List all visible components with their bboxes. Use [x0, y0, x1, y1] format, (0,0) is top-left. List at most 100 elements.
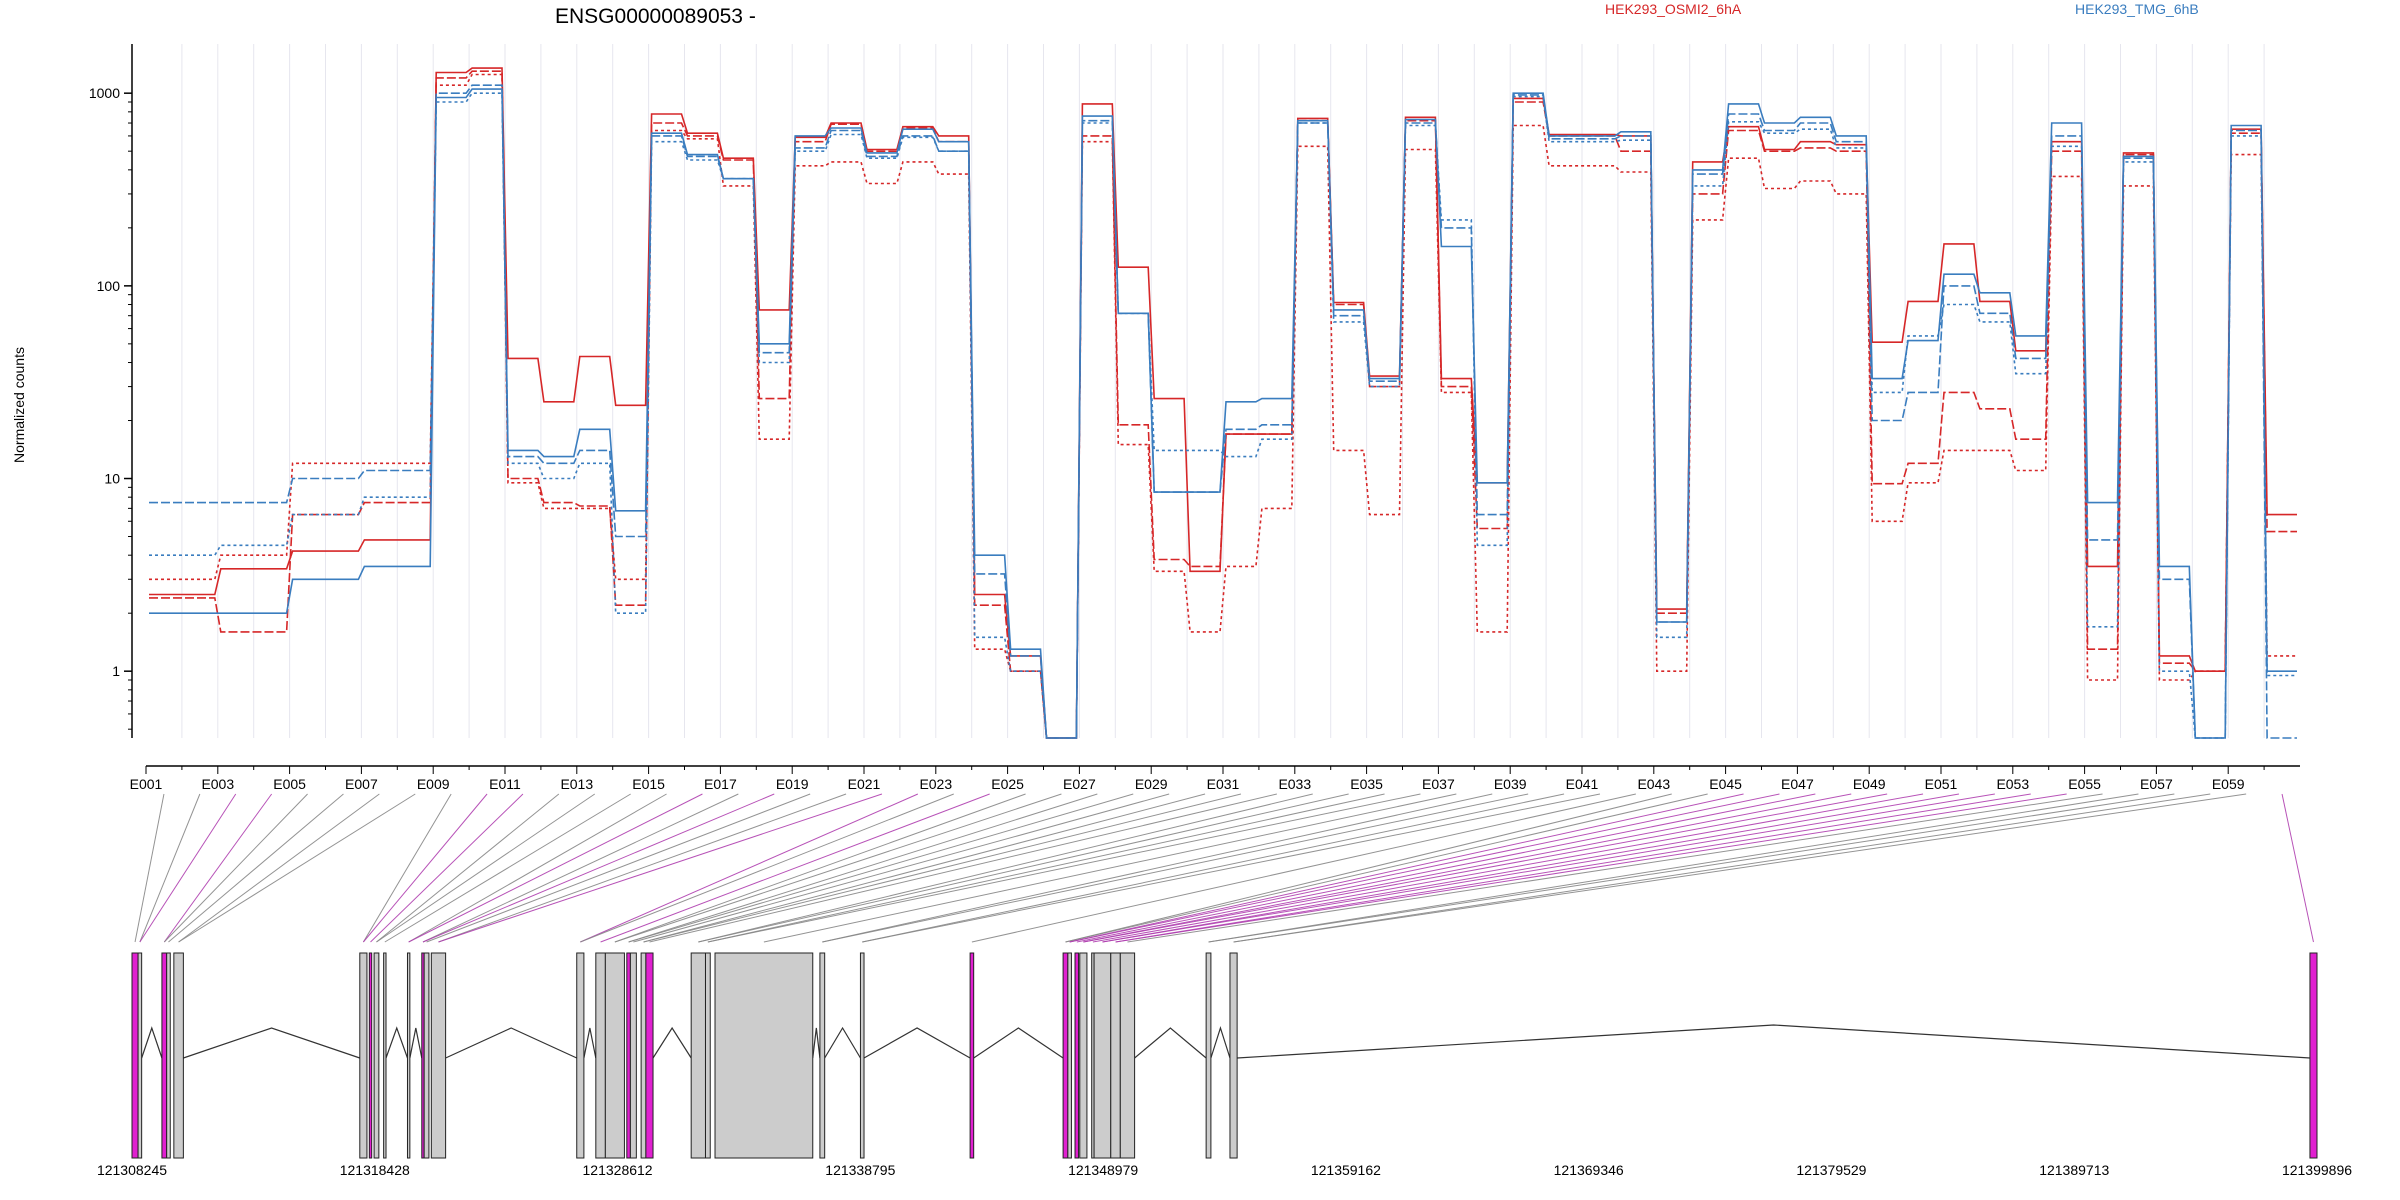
x-tick-label: E005	[273, 776, 306, 792]
intron-line	[583, 1027, 597, 1059]
bin-connector	[822, 793, 1493, 943]
bin-connector	[1127, 793, 2103, 943]
bin-connector	[408, 793, 703, 943]
genomic-tick-label: 121328612	[583, 1162, 653, 1178]
intron-line	[445, 1027, 577, 1059]
genomic-axis: 121308245 121318428 121328612 121338795 1213…	[97, 1162, 2352, 1178]
bin-connector	[698, 793, 1313, 943]
x-tick-label: E043	[1637, 776, 1670, 792]
intron-line	[1134, 1027, 1207, 1059]
exon	[690, 952, 706, 1159]
intron-line	[1210, 1026, 1231, 1059]
bin-connector	[707, 793, 1421, 943]
bin-connector	[1083, 793, 1852, 943]
genomic-tick-label: 121379529	[1796, 1162, 1866, 1178]
bin-connector	[376, 793, 560, 943]
intron-line	[812, 1027, 821, 1059]
genomic-tick-label: 121359162	[1311, 1162, 1381, 1178]
bin-connector	[370, 793, 524, 943]
bin-connector	[438, 793, 883, 943]
y-tick-label: 1000	[89, 85, 120, 101]
exon-highlighted	[969, 952, 975, 1159]
x-tick-label: E007	[345, 776, 378, 792]
bin-connector	[643, 793, 1206, 943]
legend-osmi2: HEK293_OSMI2_6hA	[1605, 1, 1742, 17]
exon	[714, 952, 814, 1159]
bin-connector	[628, 793, 1098, 943]
bin-connector	[1069, 793, 1744, 943]
bin-connector	[422, 793, 775, 943]
x-tick-label: E001	[130, 776, 163, 792]
bin-connector	[763, 793, 1457, 943]
exon	[173, 952, 184, 1159]
exon	[576, 952, 585, 1159]
bin-connector	[384, 793, 631, 943]
x-tick-label: E013	[560, 776, 593, 792]
bin-connector	[1102, 793, 1960, 943]
y-tick-label: 10	[104, 471, 120, 487]
x-tick-label: E051	[1925, 776, 1958, 792]
x-tick-label: E053	[1996, 776, 2029, 792]
bin-connector	[163, 793, 308, 943]
intron-line	[409, 1027, 423, 1059]
intron-line	[1237, 1024, 2310, 1059]
bin-connector	[643, 793, 1242, 943]
exon	[137, 952, 143, 1159]
bin-connector	[376, 793, 596, 943]
exon-highlighted	[2309, 952, 2318, 1159]
intron-line	[863, 1027, 971, 1059]
exon	[1205, 952, 1212, 1159]
x-tick-label: E019	[776, 776, 809, 792]
bin-connector	[822, 793, 1529, 943]
genomic-tick-label: 121308245	[97, 1162, 167, 1178]
bin-connector	[408, 793, 667, 943]
exon-highlighted	[626, 952, 631, 1159]
bin-connector	[1233, 793, 2211, 943]
bin-connector	[178, 793, 380, 943]
bin-connector	[1065, 793, 1672, 943]
exon	[704, 952, 711, 1159]
bin-connector	[1208, 793, 2175, 943]
exon	[373, 952, 380, 1159]
bin-connector	[1069, 793, 1780, 943]
genomic-tick-label: 121399896	[2282, 1162, 2352, 1178]
intron-line	[652, 1026, 692, 1059]
exon	[859, 952, 865, 1159]
x-tick-label: E027	[1063, 776, 1096, 792]
x-tick-label: E039	[1494, 776, 1527, 792]
genomic-tick-label: 121318428	[340, 1162, 410, 1178]
y-tick-label: 100	[97, 278, 121, 294]
x-tick-label: E049	[1853, 776, 1886, 792]
genomic-tick-label: 121389713	[2039, 1162, 2109, 1178]
bin-connector	[1092, 793, 1924, 943]
bin-connector	[971, 793, 1636, 943]
bin-connector	[362, 793, 488, 943]
bin-connector	[614, 793, 1062, 943]
bin-connector	[628, 793, 1134, 943]
intron-line	[183, 1027, 360, 1059]
x-tick-label: E011	[489, 776, 521, 792]
bin-connector	[1083, 793, 1888, 943]
series-line-tmg-dashed	[149, 84, 2297, 739]
bin-connector	[134, 793, 165, 943]
y-axis-label: Normalized counts	[11, 347, 27, 463]
exon	[406, 952, 411, 1159]
exon	[1093, 952, 1112, 1159]
bin-connector	[1076, 793, 1816, 943]
exon	[604, 952, 625, 1159]
x-tick-label: E015	[632, 776, 665, 792]
exon-highlighted	[368, 952, 373, 1159]
chart-title: ENSG00000089053 -	[555, 5, 756, 28]
x-tick-label: E029	[1135, 776, 1168, 792]
bin-connector	[649, 793, 1277, 943]
bin-connector	[163, 793, 273, 943]
bin-connector	[1102, 793, 1995, 943]
x-tick-label: E055	[2068, 776, 2101, 792]
intron-line	[824, 1026, 861, 1059]
exon-highlighted	[131, 952, 139, 1159]
intron-line	[385, 1026, 409, 1059]
bin-connector	[422, 793, 739, 943]
bin-connector	[698, 793, 1349, 943]
bin-connector	[438, 793, 847, 943]
